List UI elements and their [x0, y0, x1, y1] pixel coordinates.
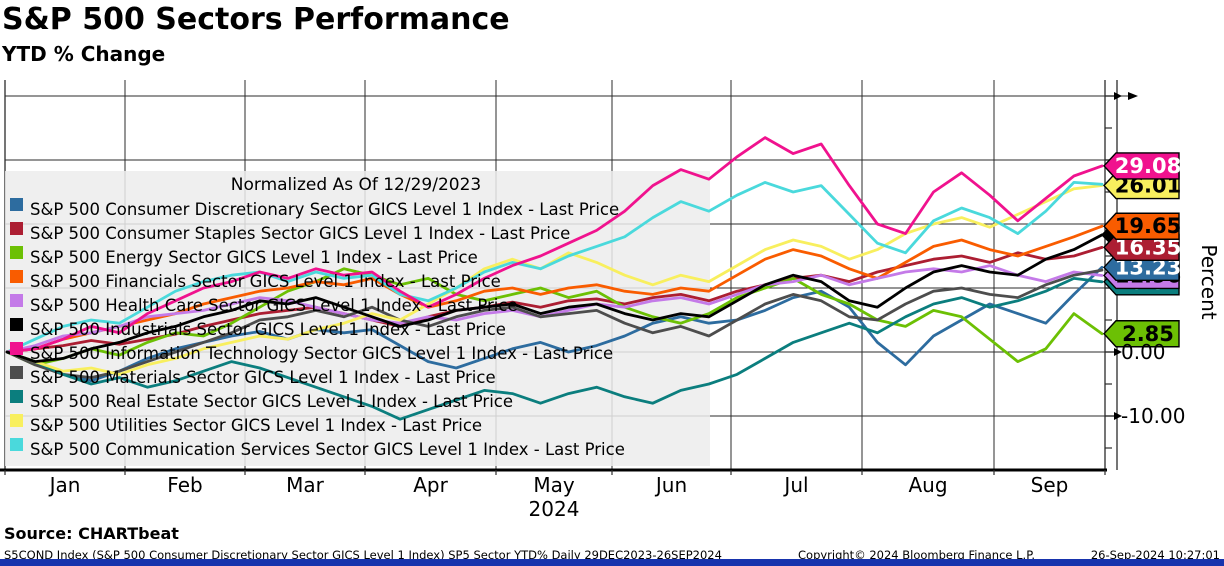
series-line-materials	[5, 268, 1104, 380]
tick-arrow-icon	[1114, 92, 1122, 100]
legend-label-industrials: S&P 500 Industrials Sector GICS Level 1 …	[30, 320, 506, 339]
legend-swatch-real-estate	[10, 390, 23, 403]
legend-swatch-materials	[10, 366, 23, 379]
xtick-label-jul: Jul	[782, 473, 808, 497]
xtick-label-aug: Aug	[908, 473, 947, 497]
series-line-consumer-discretionary	[5, 265, 1104, 383]
legend-swatch-utilities	[10, 414, 23, 427]
tick-arrow-icon	[1114, 348, 1122, 356]
legend-swatch-energy	[10, 246, 23, 259]
series-line-industrials	[5, 233, 1104, 364]
source-label: Source: CHARTbeat	[4, 524, 179, 543]
series-line-financials	[5, 224, 1104, 354]
legend-label-communication-services: S&P 500 Communication Services Sector GI…	[30, 440, 625, 459]
legend-label-energy: S&P 500 Energy Sector GICS Level 1 Index…	[30, 248, 478, 267]
series-line-information-technology	[5, 136, 1104, 354]
price-tag-value-financials: 19.65	[1115, 214, 1181, 238]
series-line-consumer-staples	[5, 245, 1104, 354]
price-tag-value-information-technology: 29.08	[1115, 154, 1181, 178]
price-tag-financials	[1103, 212, 1180, 240]
axis-arrow-icon	[1128, 92, 1138, 100]
chart-subtitle: YTD % Change	[2, 42, 166, 66]
legend-label-information-technology: S&P 500 Information Technology Sector GI…	[30, 344, 613, 363]
legend-swatch-consumer-staples	[10, 222, 23, 235]
series-line-real-estate	[5, 276, 1104, 421]
ticker-info: S5COND Index (S&P 500 Consumer Discretio…	[4, 548, 722, 562]
series-line-energy	[5, 267, 1104, 367]
xtick-label-sep: Sep	[1031, 473, 1069, 497]
copyright-label: Copyright© 2024 Bloomberg Finance L.P.	[798, 548, 1035, 562]
timestamp-label: 26-Sep-2024 10:27:01	[1090, 548, 1220, 562]
legend-label-utilities: S&P 500 Utilities Sector GICS Level 1 In…	[30, 416, 482, 435]
price-tag-value-consumer-staples: 16.35	[1115, 235, 1181, 259]
price-tag-information-technology	[1103, 152, 1180, 180]
legend-label-consumer-staples: S&P 500 Consumer Staples Sector GICS Lev…	[30, 224, 570, 243]
legend-label-financials: S&P 500 Financials Sector GICS Level 1 I…	[30, 272, 501, 291]
legend-swatch-consumer-discretionary	[10, 198, 23, 211]
ytick-label: 0.00	[1121, 340, 1166, 364]
legend-label-health-care: S&P 500 Health Care Sector GICS Level 1 …	[30, 296, 518, 315]
page-title: S&P 500 Sectors Performance	[2, 2, 510, 37]
xtick-year-label: 2024	[529, 497, 580, 521]
y-axis-title: Percent	[1197, 244, 1221, 319]
xtick-label-may: May	[533, 473, 575, 497]
xtick-label-jun: Jun	[654, 473, 687, 497]
series-line-utilities	[5, 184, 1104, 376]
legend-label-real-estate: S&P 500 Real Estate Sector GICS Level 1 …	[30, 392, 513, 411]
price-tag-value-energy: 2.85	[1122, 322, 1174, 346]
legend-swatch-financials	[10, 270, 23, 283]
xtick-label-feb: Feb	[167, 473, 202, 497]
tick-arrow-icon	[1114, 412, 1122, 420]
normalized-note: Normalized As Of 12/29/2023	[231, 175, 481, 195]
series-line-health-care	[5, 264, 1104, 354]
xtick-label-jan: Jan	[48, 473, 81, 497]
legend-swatch-information-technology	[10, 342, 23, 355]
legend-label-consumer-discretionary: S&P 500 Consumer Discretionary Sector GI…	[30, 200, 619, 219]
series-line-communication-services	[5, 180, 1104, 354]
price-tag-energy	[1103, 320, 1180, 348]
x-axis-line	[0, 468, 1107, 472]
bottom-accent-bar	[0, 559, 1224, 566]
legend-label-materials: S&P 500 Materials Sector GICS Level 1 In…	[30, 368, 496, 387]
xtick-label-apr: Apr	[413, 473, 448, 497]
xtick-label-mar: Mar	[286, 473, 325, 497]
ytick-label: -10.00	[1121, 404, 1185, 428]
legend-swatch-communication-services	[10, 438, 23, 451]
legend-swatch-industrials	[10, 318, 23, 331]
legend-swatch-health-care	[10, 294, 23, 307]
